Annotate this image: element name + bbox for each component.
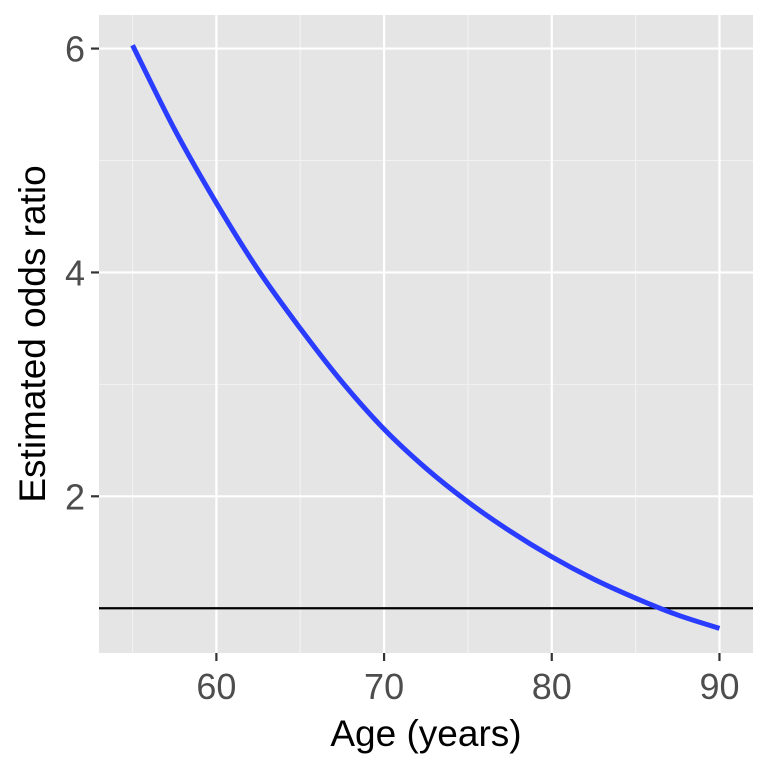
- series-layer: [130, 44, 721, 631]
- plot-panel: [99, 15, 753, 653]
- x-tick-label: 80: [532, 666, 572, 707]
- x-axis-ticks: 60 70 80 90: [196, 653, 739, 707]
- major-gridlines: [99, 15, 753, 653]
- y-tick-label: 6: [65, 29, 85, 70]
- y-tick-label: 2: [65, 476, 85, 517]
- y-axis-ticks: 2 4 6: [65, 29, 99, 517]
- minor-gridlines: [99, 15, 753, 653]
- x-axis-title: Age (years): [330, 713, 521, 754]
- y-axis-title: Estimated odds ratio: [12, 165, 53, 502]
- x-tick-label: 70: [364, 666, 404, 707]
- odds-ratio-curve: [130, 44, 721, 631]
- x-tick-label: 90: [699, 666, 739, 707]
- y-tick-label: 4: [65, 252, 85, 293]
- x-tick-label: 60: [196, 666, 236, 707]
